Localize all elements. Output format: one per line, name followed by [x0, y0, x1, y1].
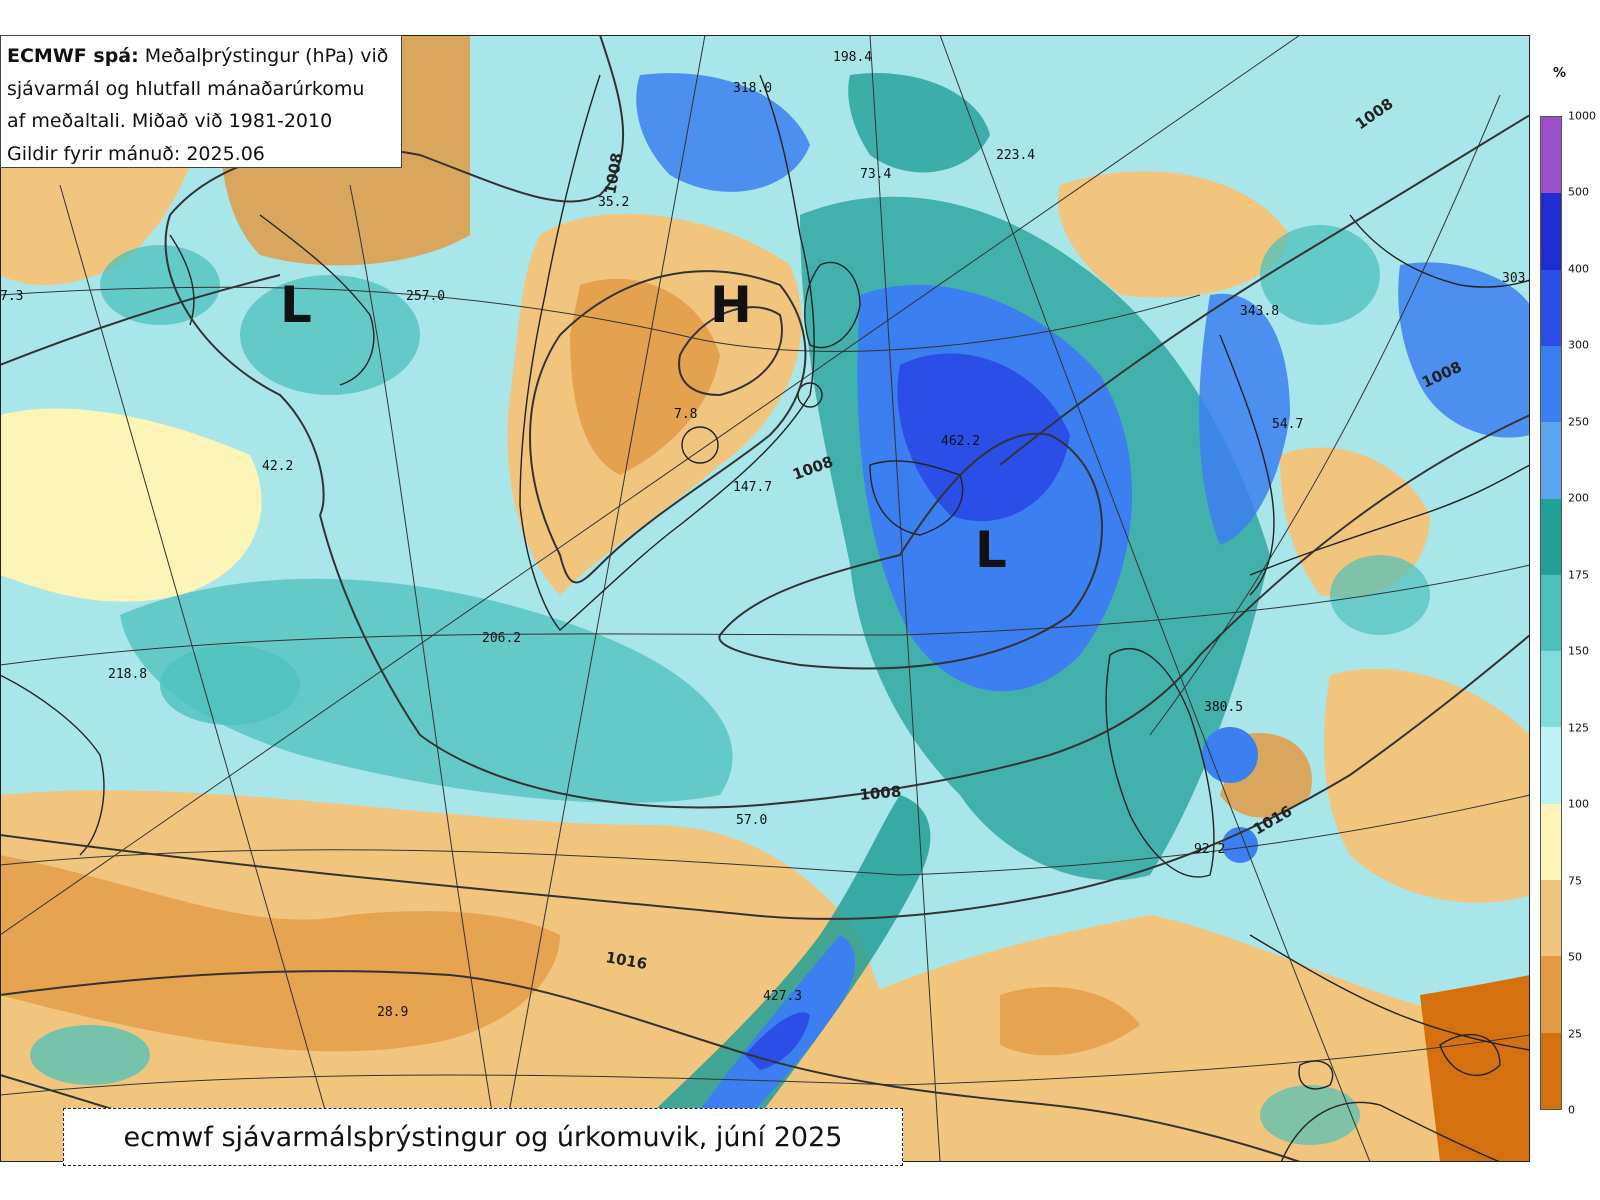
low-pressure-marker: L: [975, 521, 1007, 579]
precip-value: 462.2: [941, 434, 980, 449]
isobar-label: 1008: [859, 782, 902, 804]
precip-value: 303.9: [1502, 271, 1530, 286]
colorbar-segment: [1541, 1032, 1561, 1109]
colorbar-tick-label: 0: [1568, 1103, 1575, 1117]
colorbar-segment: [1541, 498, 1561, 575]
precip-value: 73.4: [860, 167, 891, 182]
colorbar-ticks: 0 25 50 75 100 125 150 175 200 250 300 400 500 1000: [1568, 110, 1600, 1117]
graticule: [0, 35, 1530, 1162]
info-line-1: ECMWF spá: Meðalþrýstingur (hPa) við: [7, 40, 395, 73]
precip-value: 223.4: [996, 148, 1035, 163]
map-caption: ecmwf sjávarmálsþrýstingur og úrkomuvik,…: [63, 1108, 903, 1166]
colorbar-segment: [1541, 574, 1561, 652]
colorbar-tick-label: 1000: [1568, 109, 1596, 123]
colorbar-tick-label: 300: [1568, 338, 1589, 352]
precip-value: 7.8: [674, 407, 697, 422]
precip-value-labels: 198.4 318.0 223.4 73.4 35.2 257.0 7.3 34…: [0, 50, 1530, 1020]
colorbar-tick-label: 50: [1568, 950, 1582, 964]
info-line-4: Gildir fyrir mánuð: 2025.06: [7, 142, 265, 165]
coastlines: [0, 74, 1530, 1162]
colorbar-tick-label: 200: [1568, 491, 1589, 505]
colorbar-segment: [1541, 880, 1561, 957]
colorbar-segment: [1541, 116, 1561, 194]
info-line-2: sjávarmál og hlutfall mánaðarúrkomu: [7, 77, 365, 100]
info-title-bold: ECMWF spá:: [7, 45, 139, 67]
precip-value: 427.3: [763, 989, 802, 1004]
precip-value: 380.5: [1204, 700, 1243, 715]
colorbar-tick-label: 100: [1568, 797, 1589, 811]
precip-value: 218.8: [108, 667, 147, 682]
colorbar-segment: [1541, 345, 1561, 423]
precip-value: 206.2: [482, 631, 521, 646]
precip-value: 42.2: [262, 459, 293, 474]
colorbar: [1540, 116, 1562, 1110]
colorbar-tick-label: 25: [1568, 1027, 1582, 1041]
colorbar-segment: [1541, 727, 1561, 804]
precip-value: 318.0: [733, 81, 772, 96]
colorbar-segment: [1541, 422, 1561, 499]
colorbar-tick-label: 250: [1568, 415, 1589, 429]
precip-value: 147.7: [733, 480, 772, 495]
colorbar-segment: [1541, 651, 1561, 728]
colorbar-segment: [1541, 269, 1561, 346]
colorbar-segment: [1541, 803, 1561, 881]
colorbar-tick-label: 125: [1568, 721, 1589, 735]
colorbar-tick-label: 150: [1568, 644, 1589, 658]
colorbar-tick-label: 175: [1568, 568, 1589, 582]
info-line-3: af meðaltali. Miðað við 1981-2010: [7, 110, 333, 132]
colorbar-segment: [1541, 193, 1561, 270]
precip-value: 257.0: [406, 289, 445, 304]
precip-value: 54.7: [1272, 417, 1303, 432]
high-pressure-marker: H: [710, 276, 752, 334]
colorbar-tick-label: 500: [1568, 185, 1589, 199]
info-title-rest: Meðalþrýstingur (hPa) við: [144, 45, 389, 67]
precip-value: 343.8: [1240, 304, 1279, 319]
colorbar-segment: [1541, 956, 1561, 1033]
precip-value: 35.2: [598, 195, 629, 210]
colorbar-tick-label: 400: [1568, 262, 1589, 276]
precip-value: 92.2: [1194, 842, 1225, 857]
precip-value: 28.9: [377, 1005, 408, 1020]
precip-value: 57.0: [736, 813, 767, 828]
pressure-centers: L H L: [280, 276, 1007, 579]
precip-value: 7.3: [0, 289, 23, 304]
colorbar-tick-label: 75: [1568, 874, 1582, 888]
precip-value: 198.4: [833, 50, 872, 65]
map-info-box: ECMWF spá: Meðalþrýstingur (hPa) við sjá…: [0, 35, 402, 168]
precipitation-anomaly-map: 1008 1008 1008 1008 1008 1016 1016 L H L…: [0, 35, 1530, 1162]
low-pressure-marker: L: [280, 276, 312, 334]
colorbar-unit: %: [1553, 66, 1567, 81]
map-area: 1008 1008 1008 1008 1008 1016 1016 L H L…: [0, 35, 1530, 1162]
